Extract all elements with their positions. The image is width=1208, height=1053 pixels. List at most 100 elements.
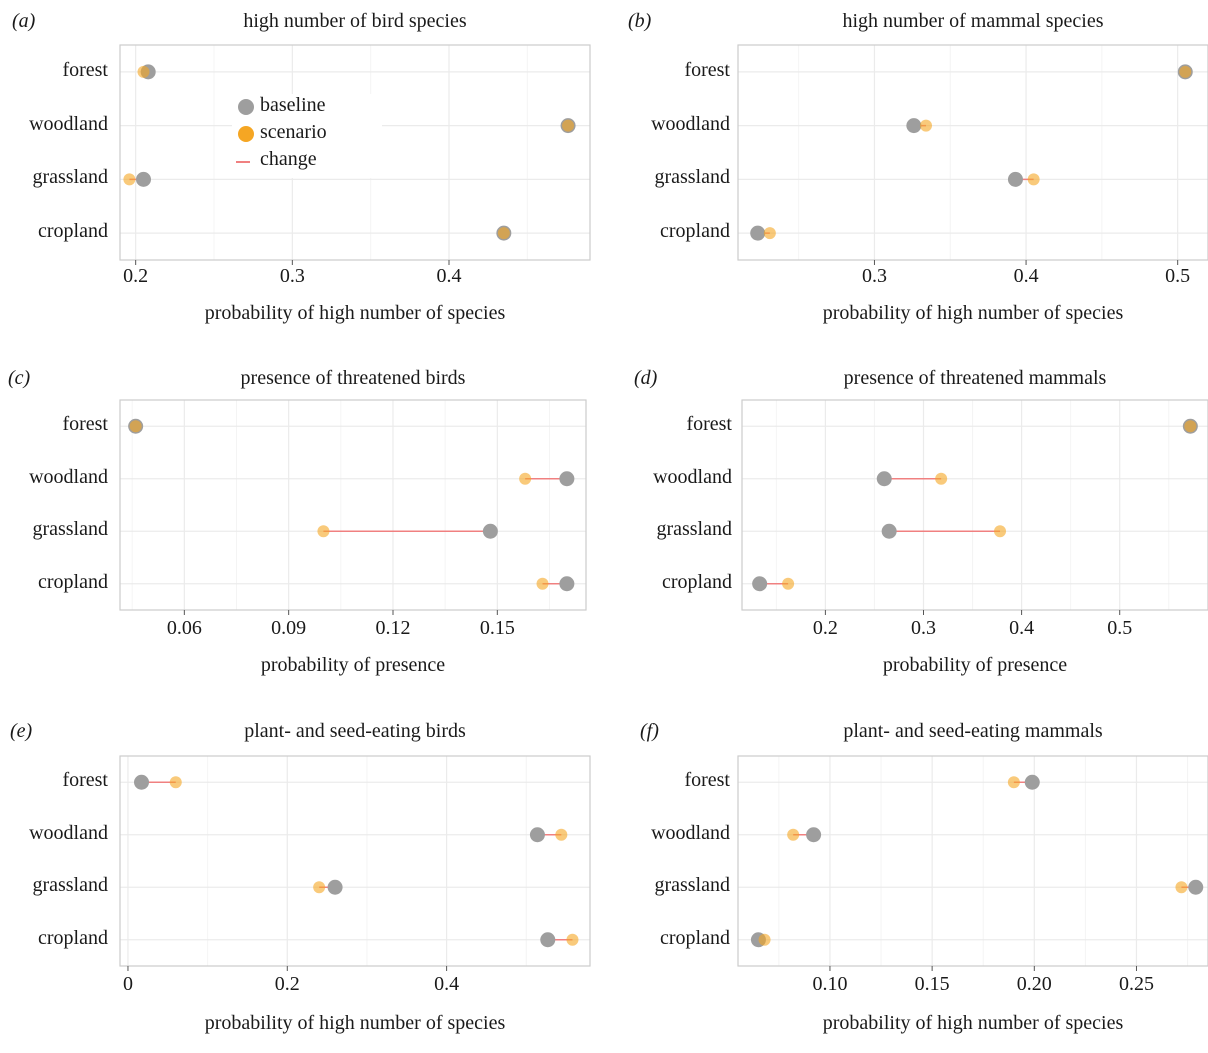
plot-border [119, 44, 591, 261]
panel-title: plant- and seed-eating mammals [843, 720, 1103, 742]
legend-label: change [260, 148, 317, 170]
x-axis-label: probability of presence [260, 654, 446, 676]
panel-title: plant- and seed-eating birds [244, 720, 466, 742]
legend-label: scenario [260, 121, 327, 143]
scenario-point [1184, 420, 1197, 433]
scenario-point [763, 227, 776, 240]
x-tick-label: 0.15 [914, 973, 950, 995]
category-label: woodland [29, 821, 108, 844]
panel-b: (b) high number of mammal species forest wo… [620, 0, 1208, 345]
scenario-point [519, 472, 532, 485]
panel-e: (e) plant- and seed-eating birds forest woo… [0, 708, 604, 1053]
category-label: forest [62, 58, 108, 81]
category-label: forest [686, 413, 732, 436]
panel-letter: (f) [640, 720, 659, 742]
x-tick-label: 0.3 [861, 265, 887, 287]
plot-border [741, 399, 1208, 611]
x-tick-label: 0.09 [271, 617, 307, 639]
baseline-point [529, 827, 545, 843]
category-label: forest [62, 413, 108, 436]
panel-letter: (c) [8, 367, 31, 389]
legend-item-scenario: scenario [232, 121, 382, 148]
x-axis-label: probability of high number of species [204, 1012, 506, 1034]
plot-area [119, 755, 591, 971]
panel-letter: (b) [628, 10, 652, 32]
scenario-point [994, 525, 1007, 538]
panel-f: (f) plant- and seed-eating mammals forest w… [620, 708, 1208, 1053]
scenario-point [317, 525, 330, 538]
category-label: grassland [32, 166, 108, 189]
baseline-point [906, 118, 922, 134]
plot-area [737, 755, 1208, 971]
x-tick-label: 0.4 [1013, 265, 1039, 287]
category-label: forest [684, 769, 730, 792]
legend-swatch [236, 161, 250, 163]
category-label: cropland [660, 220, 730, 243]
x-tick-label: 0.5 [1107, 617, 1133, 639]
panel-title: presence of threatened birds [240, 367, 466, 389]
baseline-point [806, 827, 822, 843]
scenario-point [1027, 173, 1040, 186]
category-label: forest [62, 769, 108, 792]
panel-title: presence of threatened mammals [843, 367, 1107, 389]
baseline-point [482, 523, 498, 539]
x-tick-label: 0.15 [479, 617, 515, 639]
x-tick-label: 0.4 [434, 973, 460, 995]
scenario-point [566, 933, 579, 946]
category-label: woodland [651, 112, 730, 135]
legend: baseline scenario change [232, 94, 382, 178]
plot-border [737, 44, 1208, 261]
x-tick-label: 0.06 [166, 617, 202, 639]
scenario-point [787, 828, 800, 841]
baseline-point [559, 471, 575, 487]
scenario-point [313, 881, 326, 894]
scenario-point [137, 65, 150, 78]
plot-area [737, 44, 1208, 265]
category-label: grassland [32, 518, 108, 541]
x-tick-label: 0.12 [375, 617, 411, 639]
baseline-point [540, 932, 556, 948]
category-label: grassland [654, 874, 730, 897]
x-tick-label: 0.4 [1009, 617, 1035, 639]
category-label: cropland [38, 570, 108, 593]
panel-letter: (d) [634, 367, 658, 389]
baseline-point [136, 171, 151, 187]
panel-letter: (a) [12, 10, 36, 32]
legend-swatch [238, 99, 254, 115]
plot-border [119, 399, 587, 611]
scenario-point [536, 577, 549, 590]
baseline-point [1007, 171, 1023, 187]
baseline-point [327, 879, 343, 895]
panel-letter: (e) [10, 720, 33, 742]
scenario-point [1175, 881, 1188, 894]
x-tick-label: 0.4 [436, 265, 462, 287]
scenario-point [497, 227, 510, 240]
category-label: woodland [651, 821, 730, 844]
plot-area [119, 399, 587, 615]
scenario-point [123, 173, 136, 186]
legend-label: baseline [260, 94, 326, 116]
plot-area [119, 44, 591, 265]
panel-c: (c) presence of threatened birds forest woo… [0, 355, 604, 700]
baseline-point [134, 774, 150, 790]
x-axis-label: probability of presence [882, 654, 1068, 676]
category-label: grassland [654, 166, 730, 189]
x-axis-label: probability of high number of species [822, 302, 1124, 324]
x-axis-label: probability of high number of species [822, 1012, 1124, 1034]
legend-item-change: change [232, 148, 382, 175]
baseline-point [752, 576, 768, 592]
plot-border [737, 755, 1208, 967]
x-tick-label: 0.2 [123, 265, 149, 287]
category-label: woodland [29, 112, 108, 135]
x-tick-label: 0 [122, 973, 133, 995]
baseline-point [750, 225, 766, 241]
scenario-point [920, 119, 932, 132]
baseline-point [1188, 879, 1204, 895]
category-label: forest [684, 58, 730, 81]
x-tick-label: 0.20 [1016, 973, 1052, 995]
panel-title: high number of mammal species [842, 10, 1104, 32]
baseline-point [1024, 774, 1040, 790]
x-tick-label: 0.2 [812, 617, 838, 639]
x-axis-label: probability of high number of species [204, 302, 506, 324]
scenario-point [758, 933, 771, 946]
